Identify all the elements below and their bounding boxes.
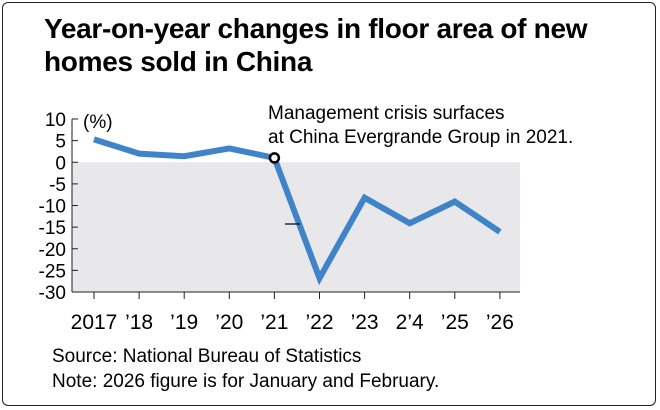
x-tick-label: ’25 [441, 311, 469, 334]
y-tick-label: -20 [39, 240, 66, 261]
y-tick-label: 10 [45, 110, 66, 131]
chart-frame [2, 2, 656, 406]
y-tick-label: 0 [55, 153, 66, 174]
y-tick-label: -5 [49, 175, 66, 196]
footnote: Note: 2026 figure is for January and Feb… [52, 371, 440, 392]
x-tick-label: ’23 [351, 311, 379, 334]
y-tick-label: -25 [39, 261, 66, 282]
x-tick-label: ’19 [170, 311, 198, 334]
x-tick-label: ’26 [486, 311, 514, 334]
series-line [93, 136, 502, 286]
x-tick-label: 2’4 [396, 311, 424, 334]
annotation-marker [268, 152, 281, 164]
source-note: Source: National Bureau of Statistics [52, 346, 362, 367]
y-tick-label: -15 [39, 218, 66, 239]
annotation-text: Management crisis surfaces [268, 103, 505, 124]
y-tick-label: -10 [39, 197, 66, 218]
y-axis-unit: (%) [83, 112, 113, 133]
negative-band [72, 162, 520, 292]
x-tick-label: ’21 [260, 311, 288, 334]
x-tick-label: ’20 [215, 311, 243, 334]
x-tick-label: ’18 [125, 311, 153, 334]
x-tick-label: ’22 [305, 311, 333, 334]
chart-title: Year-on-year changes in floor area of ne… [44, 13, 588, 77]
x-tick-label: 2017 [71, 311, 118, 334]
y-tick-label: 5 [55, 132, 66, 153]
annotation-text: at China Evergrande Group in 2021. [268, 127, 573, 148]
y-tick-label: -30 [39, 283, 66, 304]
